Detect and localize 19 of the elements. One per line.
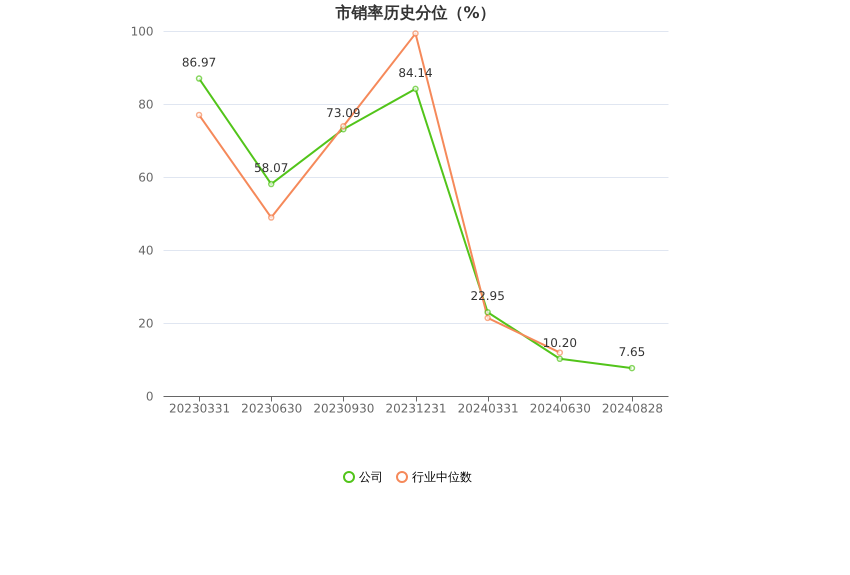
legend-label: 行业中位数 [412,470,472,484]
x-tick-label: 20240630 [530,402,591,416]
y-tick-label: 80 [138,98,154,112]
chart-title: 市销率历史分位（%） [334,3,496,22]
x-tick-label: 20230630 [241,402,302,416]
legend-label: 公司 [359,470,383,484]
x-tick-label: 20231231 [385,402,447,416]
y-tick-label: 100 [130,24,154,38]
data-label: 86.97 [182,56,216,70]
x-tick-label: 20240828 [602,402,663,416]
x-tick-label: 20230331 [169,402,230,416]
x-tick-label: 20240331 [458,402,519,416]
data-label: 7.65 [618,345,646,360]
x-tick-label: 20230930 [313,402,374,416]
y-tick-label: 0 [146,390,154,404]
y-tick-label: 60 [138,170,154,184]
data-label: 10.20 [542,336,577,350]
y-tick-label: 40 [138,244,154,258]
y-tick-label: 20 [138,316,154,330]
